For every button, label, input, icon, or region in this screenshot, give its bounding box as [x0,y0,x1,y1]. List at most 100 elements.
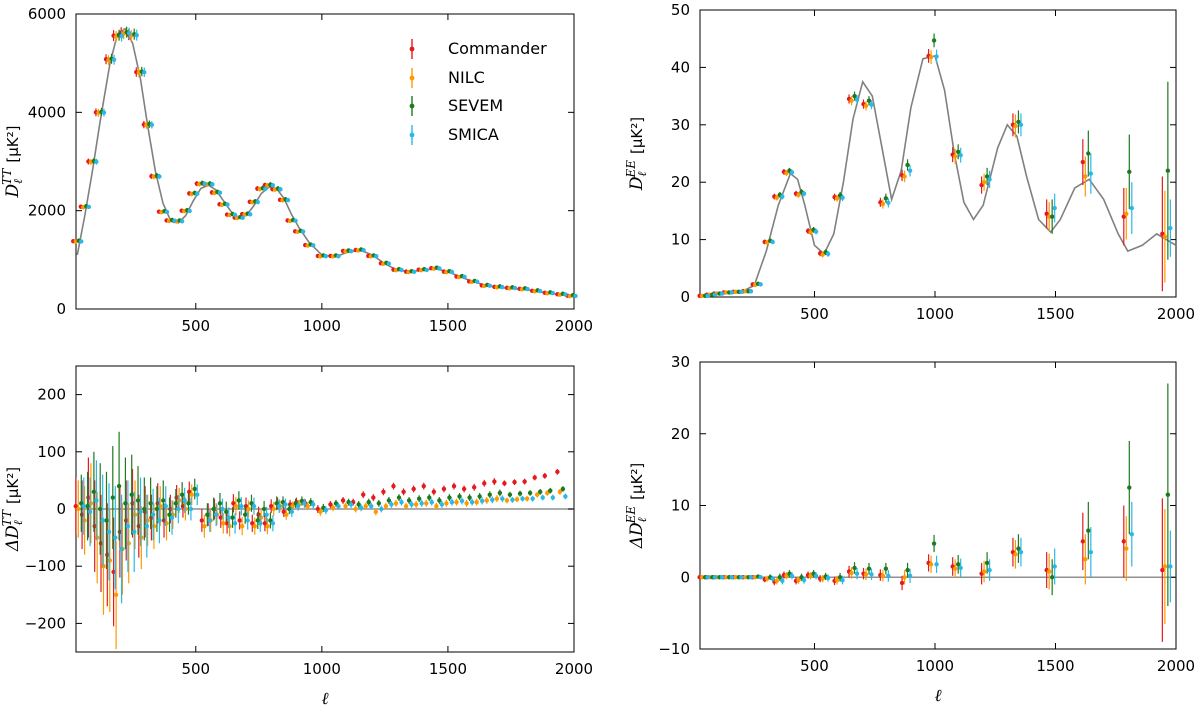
data-point [1013,552,1018,557]
x-tick-label: 1500 [1036,305,1074,323]
data-point [283,502,288,507]
data-point [263,186,268,191]
data-point [866,98,872,103]
data-point [202,523,207,529]
data-point [389,502,394,507]
legend-label-sevem: SEVEM [448,96,503,115]
data-point [411,486,416,492]
data-point [437,266,442,271]
data-point [886,573,891,579]
data-point [79,239,84,244]
data-point [719,575,725,580]
data-point [348,502,354,507]
data-point [182,498,187,503]
data-point [1046,569,1052,574]
data-point [525,286,530,292]
data-point [376,501,382,506]
x-tick-label: 500 [181,317,210,335]
data-point [248,212,253,217]
data-point [369,503,374,509]
data-point [79,501,84,506]
data-point [189,492,194,497]
data-point [902,174,907,179]
data-point [217,501,223,506]
data-point [497,490,503,496]
data-point [517,491,523,496]
data-point [563,292,568,297]
data-point [119,33,124,39]
data-point [1086,528,1091,533]
y-tick-label: 30 [671,353,690,371]
series-nilc [699,509,1168,624]
data-point [311,502,316,507]
data-point [176,506,181,512]
data-point [510,497,515,503]
data-point [1160,231,1165,237]
data-point [825,575,831,581]
data-point [363,503,368,509]
data-point [439,502,445,507]
data-point [406,498,412,503]
data-point [729,290,734,295]
data-point [134,32,139,38]
y-tick-label: 0 [680,288,690,306]
data-point [274,501,279,506]
data-point [1162,234,1168,239]
data-point [1083,557,1088,562]
panel-tt-spectrum: 500 1000 1500 2000 0 2000 4000 6000 DℓTT[μK²] [0,5,593,335]
y-tick-label: 30 [671,116,690,134]
legend-marker-point [409,132,415,138]
data-point [899,580,905,586]
data-point [739,575,744,580]
data-point [1044,211,1049,216]
data-point [457,494,462,499]
data-point [211,506,216,512]
data-point [154,506,160,512]
data-point [287,506,292,512]
data-point [323,507,329,513]
data-point [550,290,555,296]
y-tick-label: −200 [25,614,66,632]
data-point [958,153,963,158]
data-point [125,523,131,529]
data-point [411,269,417,275]
data-point [401,489,406,495]
x-tick-label: 2000 [1157,657,1195,675]
data-point [281,509,287,515]
data-point [905,567,910,573]
data-point [534,492,540,497]
data-point [482,481,487,486]
data-point [1121,214,1126,219]
data-point [1129,205,1134,211]
data-point [987,567,992,573]
data-point [1124,211,1129,216]
data-point [522,479,527,484]
data-point [149,122,155,128]
data-point [719,291,725,296]
data-point [492,479,497,484]
data-point [705,575,710,580]
data-point [500,496,505,501]
data-point [393,501,399,506]
legend-label-nilc: NILC [448,68,485,87]
data-point [142,70,147,75]
data-point [902,575,907,580]
data-point [356,502,361,507]
data-point [1168,564,1173,569]
data-point [94,159,99,164]
data-point [429,499,434,505]
data-point [1049,214,1055,219]
data-point [471,485,477,490]
data-point [374,253,379,259]
data-point [555,469,560,475]
data-point [777,575,783,580]
data-point [202,181,208,187]
data-point [487,283,492,288]
data-point [507,492,513,497]
data-point [1080,539,1086,544]
data-point [328,502,333,507]
data-point [758,282,763,287]
data-point [1162,564,1168,569]
data-point [424,267,429,273]
data-point [315,506,321,512]
